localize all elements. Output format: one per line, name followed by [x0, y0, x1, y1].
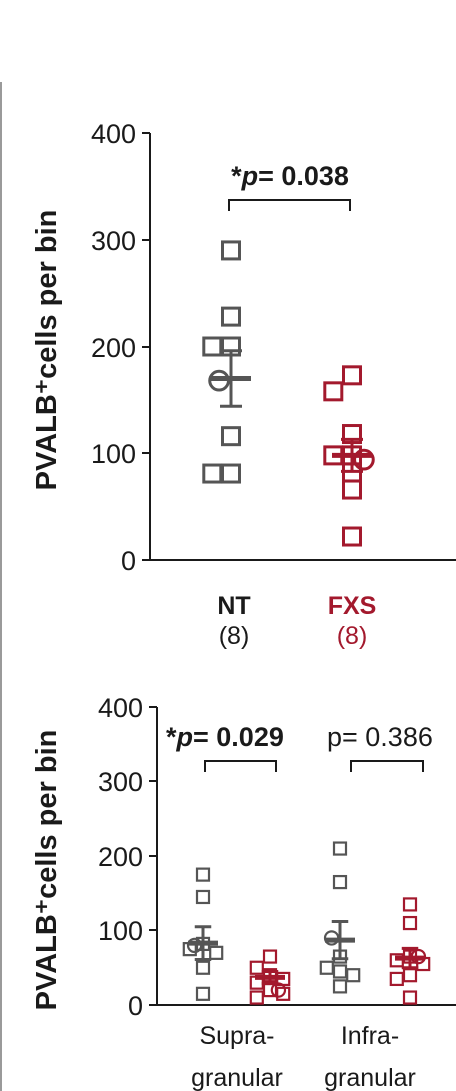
data-point-square	[202, 463, 223, 484]
y-tick-label: 400	[98, 693, 143, 723]
significance-label: *p= 0.038	[231, 161, 349, 191]
x-category-count-nt: (8)	[219, 622, 250, 650]
data-point-square	[249, 960, 264, 975]
data-point-square	[342, 526, 362, 547]
significance-label-infra: p= 0.386	[327, 722, 433, 752]
data-point-square	[221, 426, 241, 447]
data-point-square	[342, 365, 362, 386]
x-category-label-supra-2: granular	[191, 1064, 283, 1091]
x-category-label-supra: Supra-	[199, 1022, 274, 1050]
y-tick-label: 100	[91, 439, 136, 469]
y-tick-label: 0	[121, 546, 136, 576]
y-tick-label: 300	[98, 767, 143, 797]
data-point-square	[209, 945, 224, 960]
data-point-square	[332, 964, 348, 979]
data-point-square	[346, 968, 361, 983]
data-point-square	[221, 306, 241, 327]
data-point-square	[402, 915, 418, 931]
data-point-square	[332, 841, 348, 856]
y-tick-group: 0 100 200 300 400	[98, 693, 157, 1021]
significance-label-supra: *p= 0.029	[166, 722, 284, 752]
data-point-square	[389, 971, 404, 987]
data-points-group	[182, 841, 431, 1005]
y-axis-label: PVALB⁺cells per bin	[31, 210, 63, 491]
data-point-square	[249, 990, 264, 1005]
x-category-label-infra: Infra-	[341, 1022, 399, 1050]
y-tick-label: 0	[128, 991, 143, 1021]
significance-value: = 0.029	[193, 722, 284, 752]
data-point-square	[195, 889, 211, 905]
y-tick-group: 0 100 200 300 400	[91, 119, 150, 576]
data-point-square	[402, 990, 418, 1005]
data-point-square	[402, 897, 418, 912]
x-category-label-infra-2: granular	[324, 1064, 416, 1091]
x-category-label-nt: NT	[217, 592, 250, 620]
x-category-label-fxs: FXS	[328, 592, 377, 620]
significance-star: *	[231, 161, 242, 191]
chart-laminar-comparison: PVALB⁺cells per bin 0 100 200 300 400 *p…	[31, 693, 456, 1091]
significance-p: p	[176, 722, 194, 752]
data-point-circle	[270, 982, 287, 998]
data-point-square	[202, 336, 223, 357]
data-point-circle	[353, 448, 375, 471]
y-tick-label: 300	[91, 226, 136, 256]
data-point-square	[221, 463, 241, 484]
y-tick-label: 400	[91, 119, 136, 149]
data-points-group	[202, 240, 375, 547]
y-tick-label: 200	[91, 333, 136, 363]
data-point-square	[195, 986, 211, 1001]
chart-nt-vs-fxs: PVALB⁺cells per bin 0 100 200 300 400 *p…	[31, 119, 456, 650]
significance-bracket	[228, 199, 351, 211]
data-point-square	[276, 986, 291, 1001]
data-point-square	[262, 949, 278, 964]
data-point-square	[195, 867, 211, 882]
data-point-square	[342, 479, 362, 500]
y-tick-label: 200	[98, 842, 143, 872]
data-point-square	[323, 381, 344, 402]
significance-star: *	[166, 722, 177, 752]
significance-value: = 0.038	[258, 161, 349, 191]
significance-bracket-infra	[350, 760, 424, 772]
y-tick-label: 100	[98, 916, 143, 946]
data-point-square	[332, 874, 348, 890]
data-point-square	[332, 979, 348, 994]
y-axis-label: PVALB⁺cells per bin	[31, 730, 63, 1011]
data-point-square	[221, 240, 241, 261]
data-point-square	[319, 960, 334, 975]
significance-bracket-supra	[204, 760, 277, 772]
data-point-square	[402, 968, 418, 983]
x-category-count-fxs: (8)	[337, 622, 368, 650]
significance-p: p	[241, 161, 259, 191]
data-point-square	[195, 960, 211, 975]
